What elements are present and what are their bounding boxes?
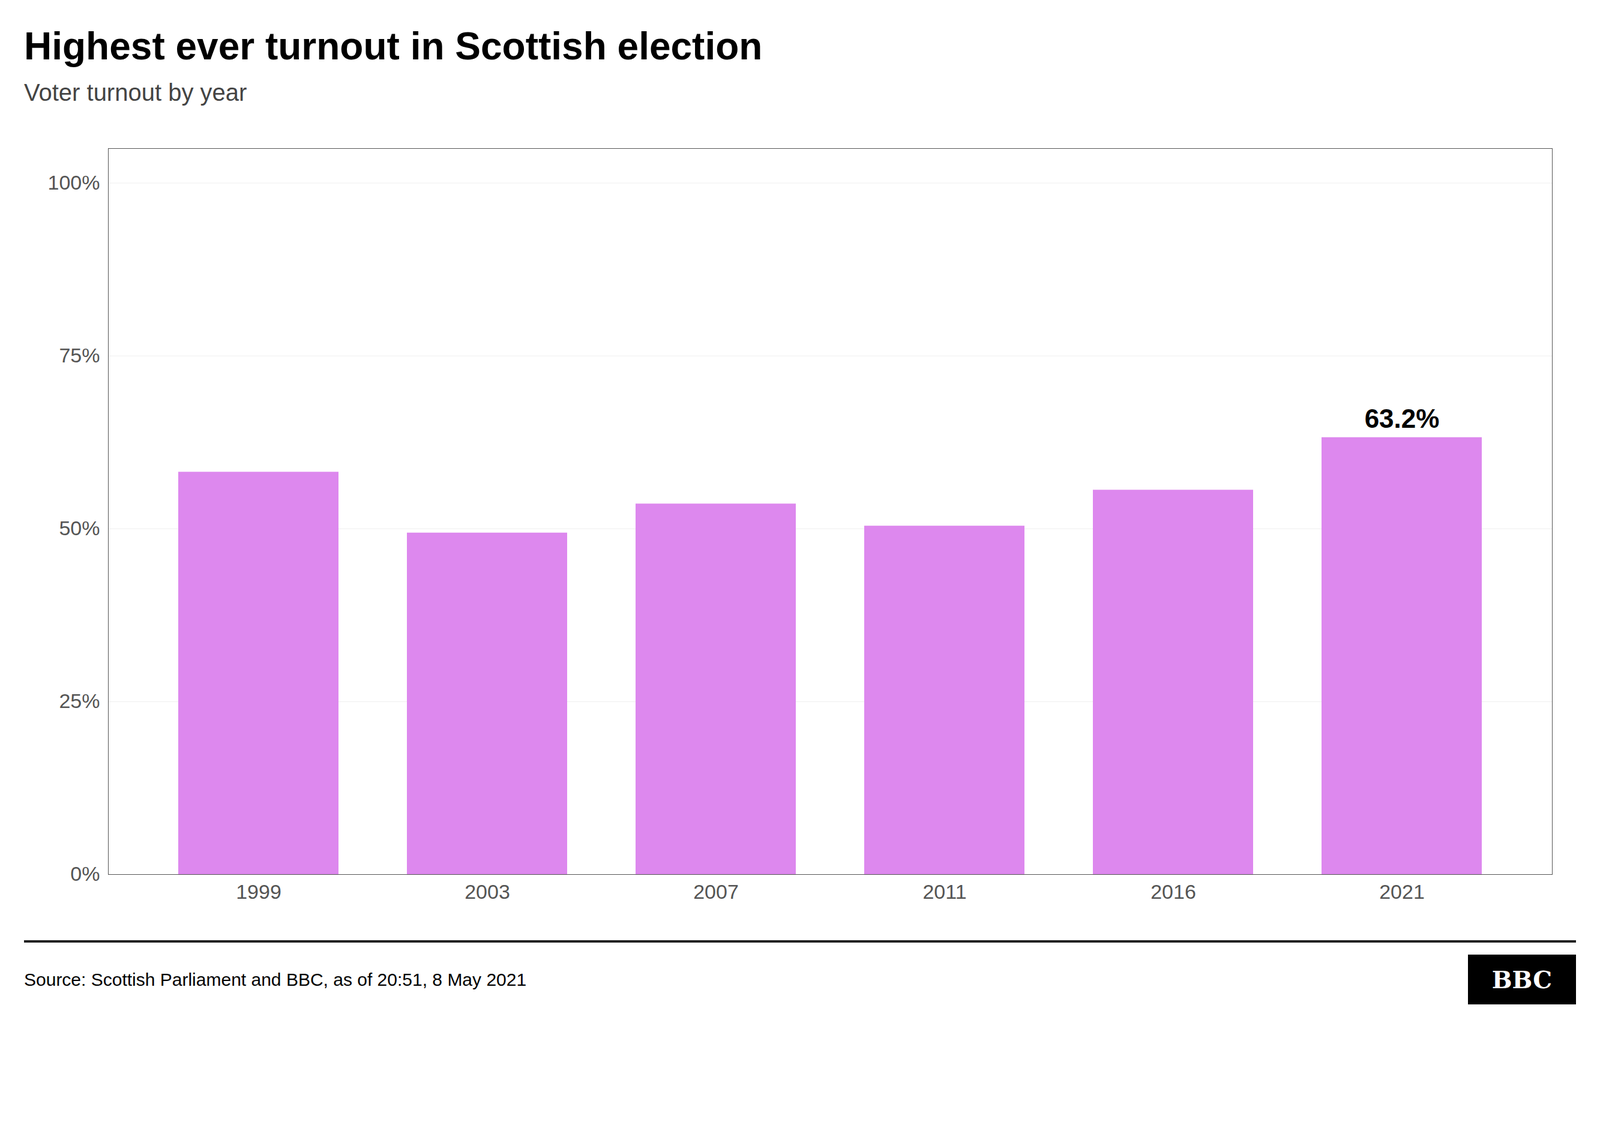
svg-text:2016: 2016 [1150, 880, 1197, 904]
html-text:Highest ever turnout in Scotti: Highest ever turnout in Scottish electio… [24, 24, 763, 68]
svg-text:100%: 100% [48, 171, 101, 194]
svg-text:2007: 2007 [693, 880, 739, 904]
svg-text:50%: 50% [58, 516, 100, 540]
html-text:Voter turnout by year: Voter turnout by year [24, 79, 247, 106]
html-text:BBC: BBC [1491, 965, 1552, 994]
svg-text:2011: 2011 [922, 880, 967, 904]
svg-text:2003: 2003 [464, 880, 511, 904]
svg-text:25%: 25% [58, 689, 100, 713]
svg-text:0%: 0% [70, 862, 100, 886]
svg-text:63.2%: 63.2% [1364, 403, 1440, 434]
svg-text:1999: 1999 [235, 880, 282, 904]
svg-text:2021: 2021 [1379, 880, 1425, 904]
svg-text:75%: 75% [58, 343, 100, 367]
html-text:Source: Scottish Parliament an: Source: Scottish Parliament and BBC, as … [24, 969, 527, 990]
